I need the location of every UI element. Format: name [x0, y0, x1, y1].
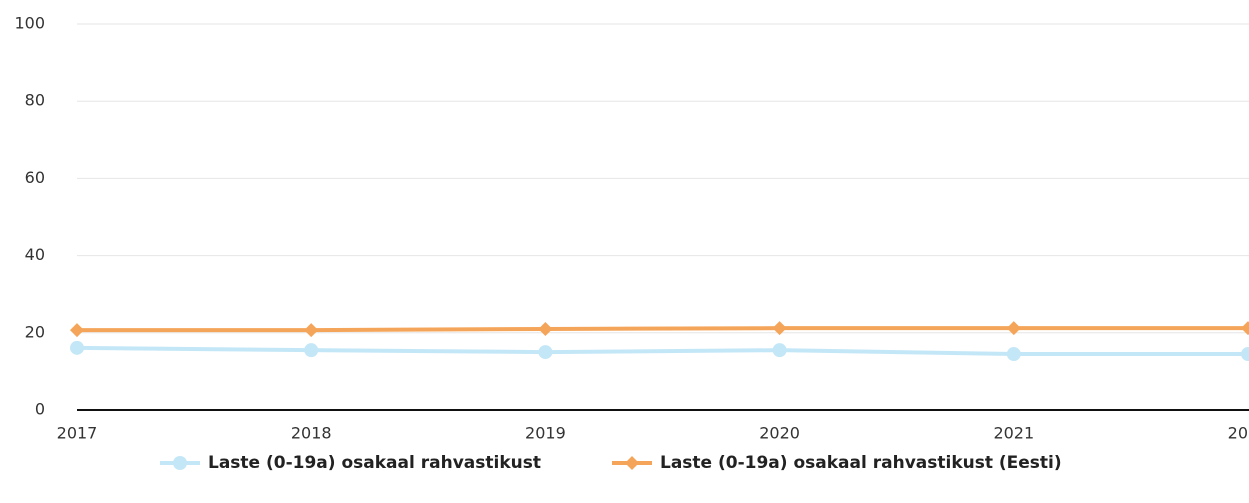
legend-marker [625, 456, 639, 470]
series-line [77, 326, 1248, 333]
x-tick-label: 2020 [759, 424, 800, 443]
data-point [538, 345, 553, 360]
series-line [76, 345, 1248, 357]
data-point [70, 323, 84, 338]
y-tick-label: 60 [25, 168, 45, 187]
data-point [772, 343, 787, 358]
y-tick-label: 40 [25, 245, 45, 264]
data-point [1241, 321, 1249, 336]
x-tick-label: 2018 [291, 424, 332, 443]
data-point [304, 343, 319, 358]
data-point [772, 321, 787, 336]
data-point [1241, 347, 1249, 362]
data-point [304, 323, 319, 338]
data-point [1006, 321, 1021, 336]
x-tick-label: 2017 [57, 424, 98, 443]
y-tick-label: 80 [25, 91, 45, 110]
y-tick-label: 20 [25, 322, 45, 341]
legend-marker [173, 456, 187, 470]
data-point [538, 321, 553, 336]
data-point [70, 340, 84, 355]
x-tick-label: 2022 [1228, 424, 1249, 443]
y-tick-label: 0 [35, 400, 45, 419]
legend-label: Laste (0-19a) osakaal rahvastikust [208, 453, 541, 473]
y-tick-label: 100 [14, 14, 45, 33]
legend-label: Laste (0-19a) osakaal rahvastikust (Eest… [660, 453, 1062, 473]
x-tick-label: 2021 [993, 424, 1034, 443]
x-tick-label: 2019 [525, 424, 566, 443]
data-point [1006, 347, 1021, 362]
